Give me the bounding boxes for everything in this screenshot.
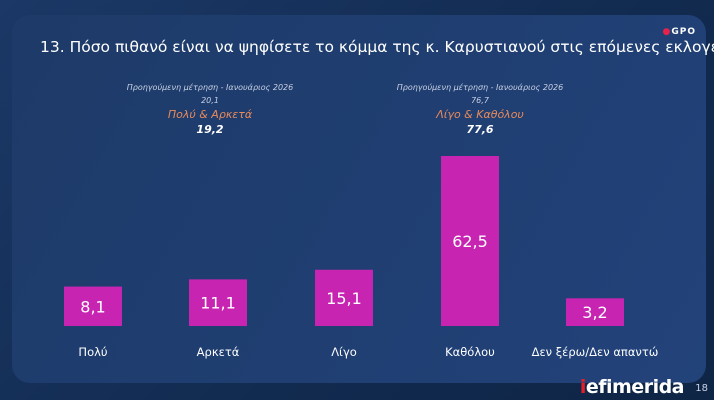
note-prev-value: 76,7 xyxy=(471,96,489,105)
note-ligo-katholou: Προηγούμενη μέτρηση - Ιανουάριος 2026 76… xyxy=(350,83,610,136)
gpo-logo: ●GPO xyxy=(662,27,696,37)
bar-value-label: 15,1 xyxy=(326,289,362,308)
category-label: Πολύ xyxy=(78,345,107,359)
iefimerida-logo: iefimerida xyxy=(579,376,685,398)
note-polu-arketa: Προηγούμενη μέτρηση - Ιανουάριος 2026 20… xyxy=(80,83,340,136)
bar-value-label: 11,1 xyxy=(200,294,236,313)
category-label: Αρκετά xyxy=(197,345,240,359)
page-number: 18 xyxy=(695,383,708,394)
bar-value-label: 8,1 xyxy=(80,297,105,316)
bar-3 xyxy=(441,156,499,326)
bar-2 xyxy=(315,269,373,326)
note-value: 77,6 xyxy=(466,123,494,136)
note-value: 19,2 xyxy=(196,123,224,136)
note-group: Πολύ & Αρκετά xyxy=(167,108,253,121)
category-label: Δεν ξέρω/Δεν απαντώ xyxy=(532,345,659,359)
note-prev-label: Προηγούμενη μέτρηση - Ιανουάριος 2026 xyxy=(126,83,294,92)
bar-0 xyxy=(64,286,122,326)
note-prev-value: 20,1 xyxy=(201,96,219,105)
bar-1 xyxy=(189,279,247,326)
bar-value-label: 3,2 xyxy=(582,303,607,322)
note-group: Λίγο & Καθόλου xyxy=(436,108,524,121)
bar-value-label: 62,5 xyxy=(452,232,488,251)
page-title: 13. Πόσο πιθανό είναι να ψηφίσετε το κόμ… xyxy=(40,38,714,56)
note-prev-label: Προηγούμενη μέτρηση - Ιανουάριος 2026 xyxy=(396,83,564,92)
category-label: Λίγο xyxy=(331,345,357,359)
category-label: Καθόλου xyxy=(445,345,495,359)
bar-4 xyxy=(566,298,624,326)
